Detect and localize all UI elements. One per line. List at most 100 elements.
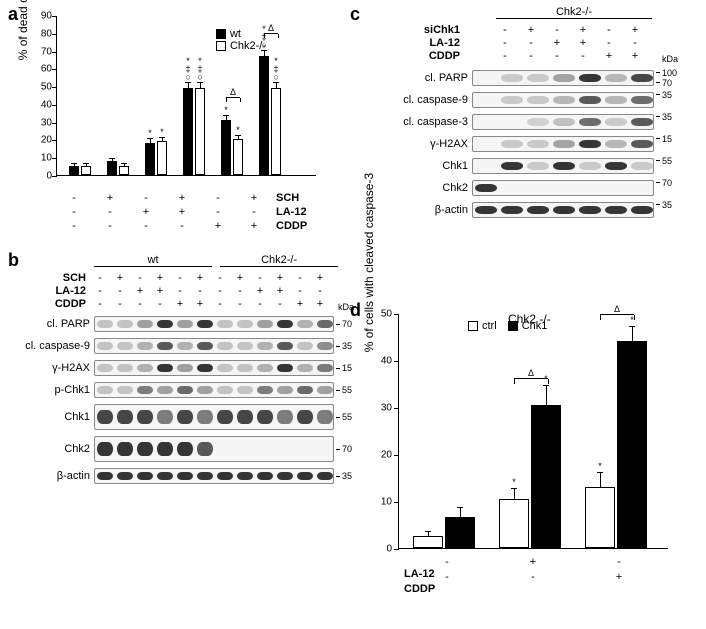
wb-c-bands: cl. PARP10070cl. caspase-935cl. caspase-… [472,70,654,224]
wb-row-label: cl. PARP [354,72,468,84]
treat-cell: - [250,298,270,310]
ytick: 10 [41,153,52,164]
treat-cell: - [210,298,230,310]
bar [617,341,647,548]
wb-band [277,342,293,350]
wb-band [177,320,193,328]
wb-band [553,74,575,82]
wb-band [605,96,627,104]
wb-band [197,410,213,424]
wb-b-group-ko: Chk2-/- [220,254,338,267]
wb-band [217,472,233,480]
wb-band [237,410,253,424]
wb-band [117,364,133,372]
wb-band [605,162,627,170]
ytick: 0 [386,544,392,555]
wb-band [297,320,313,328]
bar [531,405,561,548]
ytick: 50 [381,309,392,320]
wb-band [257,364,273,372]
wb-strip [472,114,654,130]
wb-band [157,342,173,350]
sig-marker: * [236,126,240,134]
treat-cell: - [130,272,150,284]
bar [195,88,205,175]
legend-ctrl-label: ctrl [482,320,497,332]
wb-band [97,320,113,328]
kda-label: 35 [662,90,672,100]
wb-band [527,162,549,170]
treat-cell: - [92,206,128,218]
treat-cell: + [622,24,648,36]
bar [585,487,615,548]
bracket-label: Δ [614,305,620,313]
wb-strip [94,404,334,430]
wb-band [579,206,601,214]
wb-band [317,472,333,480]
wb-band [277,410,293,424]
treat-row-label: CDDP [410,50,466,62]
wb-band [277,320,293,328]
bar [413,536,443,548]
treat-cell: + [596,50,622,62]
wb-band [553,118,575,126]
wb-band [117,320,133,328]
wb-band [197,320,213,328]
sig-marker: * [512,478,516,486]
wb-band [197,364,213,372]
ytick: 20 [41,135,52,146]
wb-row-label: cl. caspase-9 [354,94,468,106]
treat-cell: + [518,24,544,36]
wb-band [137,364,153,372]
wb-band [117,342,133,350]
treat-cell: + [490,556,576,568]
wb-band [117,442,133,456]
wb-c-treatments: siChk1-+-+-+LA-12--++--CDDP----++ [410,24,648,63]
wb-band [197,386,213,394]
chart-d-legend: ctrl Chk1 [468,320,547,332]
wb-band [97,410,113,424]
wb-row-label: Chk1 [354,160,468,172]
wb-band [217,364,233,372]
legend-ctrl-swatch [468,321,478,331]
treat-cell: - [130,298,150,310]
wb-band [197,342,213,350]
treat-cell: + [92,192,128,204]
ytick: 0 [46,171,52,182]
wb-band [137,442,153,456]
treat-cell: - [170,285,190,297]
ytick: 60 [41,64,52,75]
wb-band [297,342,313,350]
treat-cell: - [250,272,270,284]
wb-band [631,74,653,82]
wb-band [277,472,293,480]
wb-band [157,472,173,480]
wb-band [501,74,523,82]
wb-band [501,140,523,148]
sig-marker: *‡○ [197,57,202,81]
bar [271,88,281,175]
wb-band [137,386,153,394]
wb-strip [472,136,654,152]
sig-marker: * [160,128,164,136]
treat-cell: - [190,285,210,297]
wb-row-label: cl. caspase-3 [354,116,468,128]
wb-band [237,364,253,372]
wb-b-groups: wt Chk2-/- [94,254,338,267]
treat-cell: - [170,272,190,284]
treat-cell: + [622,50,648,62]
ytick: 80 [41,28,52,39]
legend-ko-swatch [216,41,226,51]
panel-b-label: b [8,250,19,271]
wb-band [117,410,133,424]
treat-cell: - [110,285,130,297]
treat-cell: + [150,285,170,297]
chart-a-plot: 0102030405060708090***‡○*‡○**Δ*‡○*‡○Δ [56,16,316,176]
wb-band [257,386,273,394]
wb-band [237,342,253,350]
treat-cell: - [290,285,310,297]
treat-cell: + [128,206,164,218]
wb-band [631,140,653,148]
wb-band [631,162,653,170]
treat-row-label: siChk1 [410,24,466,36]
